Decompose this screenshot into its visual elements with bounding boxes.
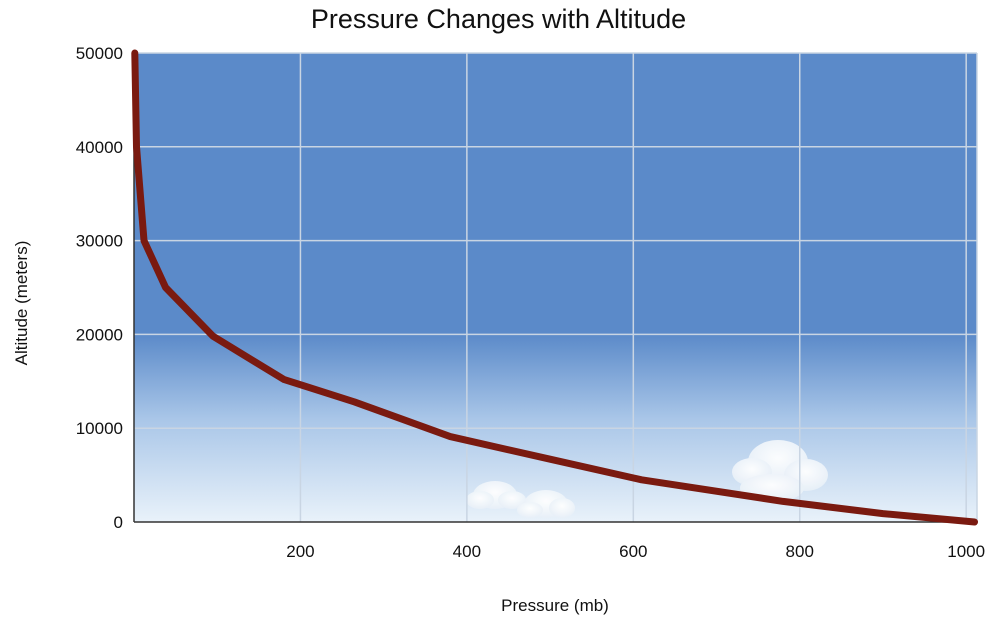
x-tick-label: 1000 <box>947 542 985 561</box>
y-tick-label: 30000 <box>76 232 123 251</box>
grid-lines <box>134 52 978 522</box>
y-tick-label: 40000 <box>76 138 123 157</box>
plot-background <box>134 53 977 522</box>
y-axis-label: Altitude (meters) <box>12 241 31 366</box>
cloud-3 <box>732 440 828 502</box>
x-tick-label: 400 <box>453 542 481 561</box>
x-axis-label: Pressure (mb) <box>501 596 609 615</box>
x-tick-labels: 200 400 600 800 1000 <box>286 542 985 561</box>
chart-title: Pressure Changes with Altitude <box>310 4 687 34</box>
y-tick-labels: 0 10000 20000 30000 40000 50000 <box>76 44 123 532</box>
y-tick-label: 0 <box>114 513 123 532</box>
y-tick-label: 50000 <box>76 44 123 63</box>
x-tick-label: 800 <box>786 542 814 561</box>
x-tick-label: 200 <box>286 542 314 561</box>
x-tick-label: 600 <box>619 542 647 561</box>
cloud-1 <box>466 481 526 509</box>
clouds <box>466 440 828 518</box>
cloud-2 <box>517 490 575 518</box>
y-tick-label: 10000 <box>76 419 123 438</box>
y-tick-label: 20000 <box>76 325 123 344</box>
series-layer <box>131 49 978 526</box>
